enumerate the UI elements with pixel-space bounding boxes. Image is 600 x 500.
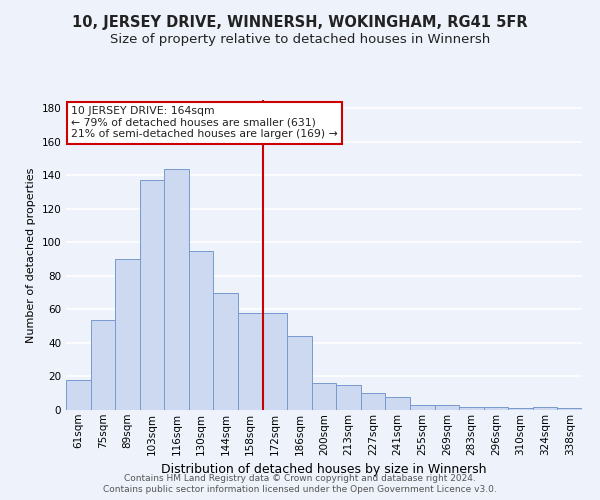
Bar: [263, 313, 287, 410]
Bar: [91, 320, 115, 410]
Bar: [189, 251, 214, 410]
Bar: [410, 405, 434, 410]
Text: Contains public sector information licensed under the Open Government Licence v3: Contains public sector information licen…: [103, 485, 497, 494]
Bar: [459, 406, 484, 410]
Text: Contains HM Land Registry data © Crown copyright and database right 2024.: Contains HM Land Registry data © Crown c…: [124, 474, 476, 483]
Bar: [336, 385, 361, 410]
Bar: [115, 259, 140, 410]
Bar: [533, 406, 557, 410]
Bar: [312, 383, 336, 410]
Bar: [238, 313, 263, 410]
Bar: [508, 408, 533, 410]
Bar: [287, 336, 312, 410]
Bar: [361, 393, 385, 410]
Bar: [140, 180, 164, 410]
Bar: [214, 292, 238, 410]
Bar: [557, 408, 582, 410]
Y-axis label: Number of detached properties: Number of detached properties: [26, 168, 36, 342]
Bar: [164, 168, 189, 410]
Bar: [66, 380, 91, 410]
X-axis label: Distribution of detached houses by size in Winnersh: Distribution of detached houses by size …: [161, 463, 487, 476]
Text: Size of property relative to detached houses in Winnersh: Size of property relative to detached ho…: [110, 32, 490, 46]
Bar: [434, 405, 459, 410]
Text: 10 JERSEY DRIVE: 164sqm
← 79% of detached houses are smaller (631)
21% of semi-d: 10 JERSEY DRIVE: 164sqm ← 79% of detache…: [71, 106, 338, 140]
Bar: [484, 406, 508, 410]
Text: 10, JERSEY DRIVE, WINNERSH, WOKINGHAM, RG41 5FR: 10, JERSEY DRIVE, WINNERSH, WOKINGHAM, R…: [72, 15, 528, 30]
Bar: [385, 396, 410, 410]
